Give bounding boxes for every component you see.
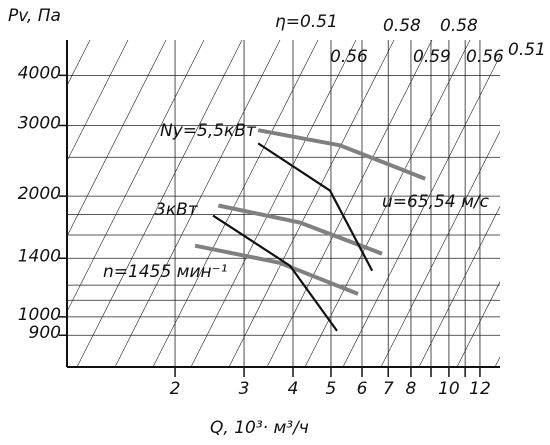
y-tick-label: 900 (29, 323, 61, 343)
curve-label: Ny=5,5кВт (160, 121, 257, 141)
efficiency-line (114, 40, 281, 367)
y-tick-label: 4000 (18, 63, 61, 83)
efficiency-line (304, 40, 471, 367)
efficiency-line (76, 40, 243, 367)
efficiency-line (67, 40, 167, 237)
x-axis-label: Q, 10³· м³/ч (210, 418, 309, 438)
annotation: 0.51 (508, 40, 546, 60)
efficiency-line (152, 40, 319, 367)
efficiency-line (418, 205, 500, 367)
curve-label: n=1455 мин⁻¹ (103, 262, 227, 282)
y-tick-label: 3000 (18, 113, 61, 133)
annotation: 0.59 (413, 47, 451, 67)
y-tick-label: 1400 (18, 246, 61, 266)
efficiency-line (494, 356, 500, 367)
efficiency-line (67, 40, 129, 162)
efficiency-line (380, 130, 500, 367)
curve (217, 203, 383, 256)
y-axis-label: Pv, Па (8, 6, 61, 26)
annotation: 0.58 (440, 16, 478, 36)
efficiency-line (533, 40, 550, 367)
y-tick-label: 1000 (18, 305, 61, 325)
efficiency-line (342, 55, 500, 367)
annotation: 0.58 (383, 16, 421, 36)
efficiency-line (228, 40, 395, 367)
annotation: η=0.51 (275, 12, 338, 32)
x-tick-label: 2 (170, 379, 181, 399)
annotation: u=65,54 м/с (382, 192, 490, 212)
x-tick-label: 5 (326, 379, 337, 399)
curve (257, 128, 426, 181)
efficiency-lines (67, 40, 550, 367)
x-tick-label: 6 (357, 379, 368, 399)
efficiency-line (67, 40, 205, 313)
annotation: 0.56 (466, 47, 504, 67)
x-tick-label: 10 (438, 379, 460, 399)
curve (194, 243, 359, 296)
y-tick-label: 2000 (18, 184, 61, 204)
x-tick-label: 7 (383, 379, 394, 399)
x-tick-label: 8 (406, 379, 417, 399)
efficiency-line (266, 40, 433, 367)
curve (212, 214, 338, 332)
curve (257, 142, 374, 272)
curve-label: 3кВт (155, 200, 199, 220)
efficiency-line (190, 40, 357, 367)
x-tick-label: 3 (239, 379, 250, 399)
efficiency-line (456, 281, 500, 367)
x-tick-label: 12 (469, 379, 491, 399)
x-tick-label: 4 (288, 379, 299, 399)
annotation: 0.56 (330, 47, 368, 67)
